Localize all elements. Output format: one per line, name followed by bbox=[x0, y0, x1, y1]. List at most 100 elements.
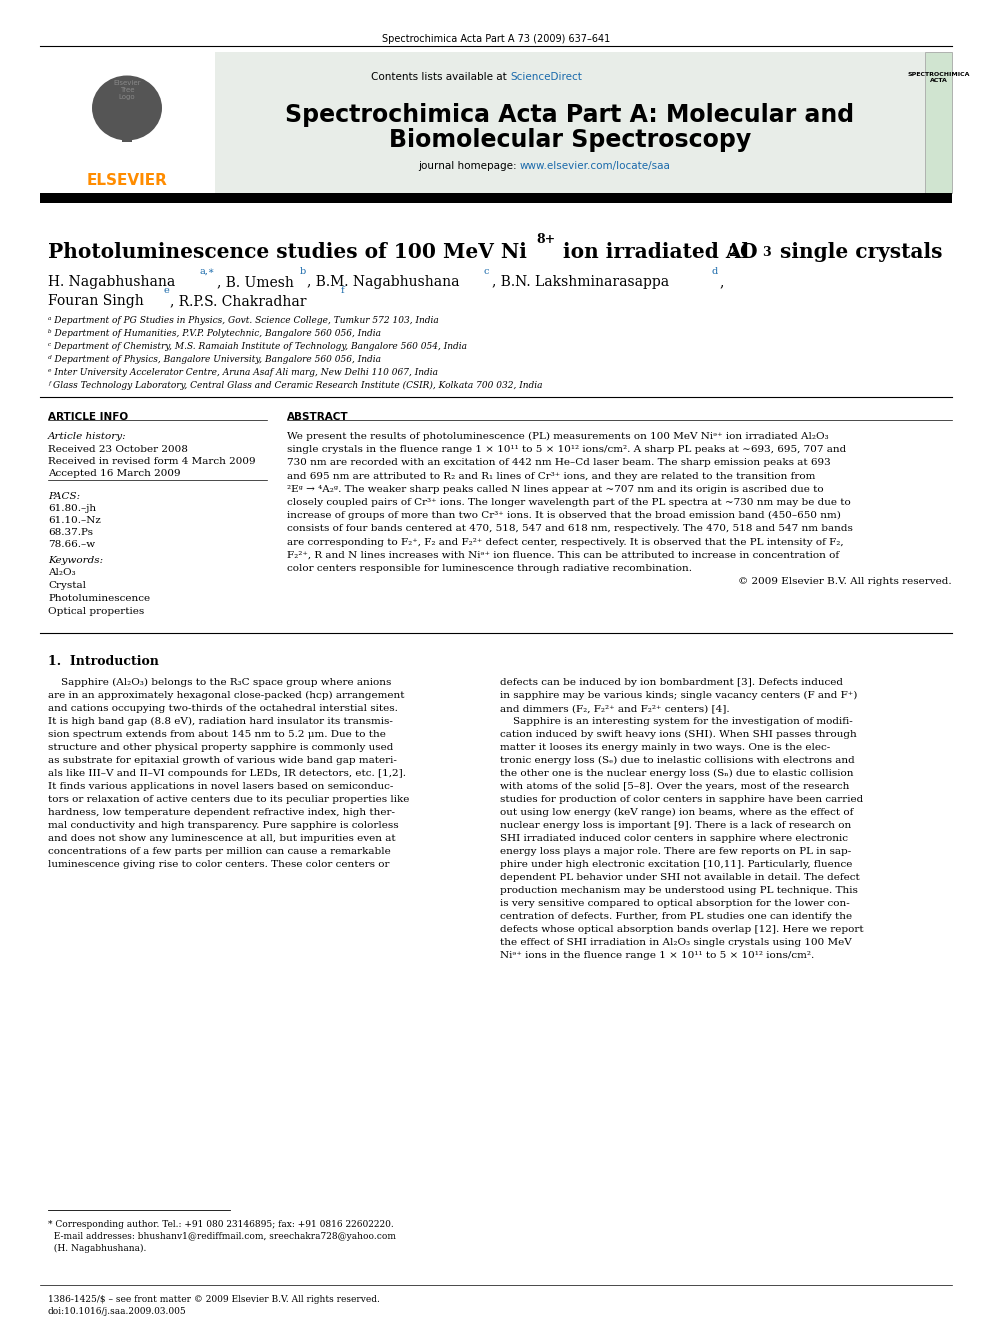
Bar bbox=[925, 52, 952, 193]
Text: ScienceDirect: ScienceDirect bbox=[510, 71, 582, 82]
Text: mal conductivity and high transparency. Pure sapphire is colorless: mal conductivity and high transparency. … bbox=[48, 822, 399, 830]
Text: PACS:: PACS: bbox=[48, 492, 80, 501]
Text: the effect of SHI irradiation in Al₂O₃ single crystals using 100 MeV: the effect of SHI irradiation in Al₂O₃ s… bbox=[500, 938, 852, 947]
Text: tors or relaxation of active centers due to its peculiar properties like: tors or relaxation of active centers due… bbox=[48, 795, 410, 804]
Text: single crystals in the fluence range 1 × 10¹¹ to 5 × 10¹² ions/cm². A sharp PL p: single crystals in the fluence range 1 ×… bbox=[287, 446, 846, 454]
Text: concentrations of a few parts per million can cause a remarkable: concentrations of a few parts per millio… bbox=[48, 847, 391, 856]
Text: , B.N. Lakshminarasappa: , B.N. Lakshminarasappa bbox=[492, 275, 670, 288]
Text: matter it looses its energy mainly in two ways. One is the elec-: matter it looses its energy mainly in tw… bbox=[500, 744, 830, 751]
Text: 3: 3 bbox=[762, 246, 771, 259]
Text: Fouran Singh: Fouran Singh bbox=[48, 294, 144, 308]
Text: with atoms of the solid [5–8]. Over the years, most of the research: with atoms of the solid [5–8]. Over the … bbox=[500, 782, 849, 791]
Text: ᵈ Department of Physics, Bangalore University, Bangalore 560 056, India: ᵈ Department of Physics, Bangalore Unive… bbox=[48, 355, 381, 364]
Text: ᵇ Department of Humanities, P.V.P. Polytechnic, Bangalore 560 056, India: ᵇ Department of Humanities, P.V.P. Polyt… bbox=[48, 329, 381, 337]
Text: (H. Nagabhushana).: (H. Nagabhushana). bbox=[48, 1244, 147, 1253]
Text: ARTICLE INFO: ARTICLE INFO bbox=[48, 411, 128, 422]
Text: single crystals: single crystals bbox=[773, 242, 942, 262]
Text: and 695 nm are attributed to R₂ and R₁ lines of Cr³⁺ ions, and they are related : and 695 nm are attributed to R₂ and R₁ l… bbox=[287, 471, 815, 480]
Text: ,: , bbox=[719, 275, 723, 288]
Text: 78.66.–w: 78.66.–w bbox=[48, 540, 95, 549]
Text: ᶜ Department of Chemistry, M.S. Ramaiah Institute of Technology, Bangalore 560 0: ᶜ Department of Chemistry, M.S. Ramaiah … bbox=[48, 343, 467, 351]
Text: E-mail addresses: bhushanv1@rediffmail.com, sreechakra728@yahoo.com: E-mail addresses: bhushanv1@rediffmail.c… bbox=[48, 1232, 396, 1241]
Text: Elsevier
Tree
Logo: Elsevier Tree Logo bbox=[113, 79, 141, 101]
Ellipse shape bbox=[92, 75, 162, 140]
Text: increase of groups of more than two Cr³⁺ ions. It is observed that the broad emi: increase of groups of more than two Cr³⁺… bbox=[287, 511, 841, 520]
Text: b: b bbox=[300, 267, 307, 277]
Text: SHI irradiated induced color centers in sapphire where electronic: SHI irradiated induced color centers in … bbox=[500, 833, 848, 843]
Text: e: e bbox=[163, 286, 169, 295]
Text: SPECTROCHIMICA
ACTA: SPECTROCHIMICA ACTA bbox=[908, 71, 970, 83]
Bar bbox=[215, 52, 925, 193]
Text: are in an approximately hexagonal close-packed (hcp) arrangement: are in an approximately hexagonal close-… bbox=[48, 691, 405, 700]
Text: a,∗: a,∗ bbox=[199, 267, 214, 277]
Text: consists of four bands centered at 470, 518, 547 and 618 nm, respectively. The 4: consists of four bands centered at 470, … bbox=[287, 524, 853, 533]
Text: cation induced by swift heavy ions (SHI). When SHI passes through: cation induced by swift heavy ions (SHI)… bbox=[500, 730, 857, 740]
Text: , B. Umesh: , B. Umesh bbox=[217, 275, 294, 288]
Text: and does not show any luminescence at all, but impurities even at: and does not show any luminescence at al… bbox=[48, 833, 396, 843]
Text: Received in revised form 4 March 2009: Received in revised form 4 March 2009 bbox=[48, 456, 256, 466]
Bar bbox=[40, 193, 952, 202]
Text: © 2009 Elsevier B.V. All rights reserved.: © 2009 Elsevier B.V. All rights reserved… bbox=[738, 577, 952, 586]
Text: structure and other physical property sapphire is commonly used: structure and other physical property sa… bbox=[48, 744, 394, 751]
Text: closely coupled pairs of Cr³⁺ ions. The longer wavelength part of the PL spectra: closely coupled pairs of Cr³⁺ ions. The … bbox=[287, 497, 851, 507]
Text: 1.  Introduction: 1. Introduction bbox=[48, 655, 159, 668]
Text: color centers responsible for luminescence through radiative recombination.: color centers responsible for luminescen… bbox=[287, 564, 692, 573]
Text: Crystal: Crystal bbox=[48, 581, 86, 590]
Text: is very sensitive compared to optical absorption for the lower con-: is very sensitive compared to optical ab… bbox=[500, 900, 850, 908]
Text: Biomolecular Spectroscopy: Biomolecular Spectroscopy bbox=[389, 128, 751, 152]
Text: ELSEVIER: ELSEVIER bbox=[86, 173, 168, 188]
Text: Optical properties: Optical properties bbox=[48, 607, 144, 617]
Text: , B.M. Nagabhushana: , B.M. Nagabhushana bbox=[307, 275, 459, 288]
Text: 2: 2 bbox=[728, 246, 737, 259]
Text: Niᵊ⁺ ions in the fluence range 1 × 10¹¹ to 5 × 10¹² ions/cm².: Niᵊ⁺ ions in the fluence range 1 × 10¹¹ … bbox=[500, 951, 814, 960]
Text: www.elsevier.com/locate/saa: www.elsevier.com/locate/saa bbox=[520, 161, 671, 171]
Text: d: d bbox=[711, 267, 717, 277]
Text: 730 nm are recorded with an excitation of 442 nm He–Cd laser beam. The sharp emi: 730 nm are recorded with an excitation o… bbox=[287, 458, 830, 467]
Text: out using low energy (keV range) ion beams, where as the effect of: out using low energy (keV range) ion bea… bbox=[500, 808, 853, 818]
Text: journal homepage:: journal homepage: bbox=[418, 161, 520, 171]
Text: Article history:: Article history: bbox=[48, 433, 127, 441]
Text: sion spectrum extends from about 145 nm to 5.2 μm. Due to the: sion spectrum extends from about 145 nm … bbox=[48, 730, 386, 740]
Text: ᵃ Department of PG Studies in Physics, Govt. Science College, Tumkur 572 103, In: ᵃ Department of PG Studies in Physics, G… bbox=[48, 316, 438, 325]
Text: Keywords:: Keywords: bbox=[48, 556, 103, 565]
Text: the other one is the nuclear energy loss (Sₙ) due to elastic collision: the other one is the nuclear energy loss… bbox=[500, 769, 853, 778]
Text: 61.10.–Nz: 61.10.–Nz bbox=[48, 516, 101, 525]
Text: , R.P.S. Chakradhar: , R.P.S. Chakradhar bbox=[170, 294, 307, 308]
Text: We present the results of photoluminescence (PL) measurements on 100 MeV Niᵊ⁺ io: We present the results of photoluminesce… bbox=[287, 433, 828, 441]
Text: production mechanism may be understood using PL technique. This: production mechanism may be understood u… bbox=[500, 886, 858, 894]
Text: H. Nagabhushana: H. Nagabhushana bbox=[48, 275, 176, 288]
Text: studies for production of color centers in sapphire have been carried: studies for production of color centers … bbox=[500, 795, 863, 804]
Text: O: O bbox=[739, 242, 757, 262]
Text: and dimmers (F₂, F₂²⁺ and F₂²⁺ centers) [4].: and dimmers (F₂, F₂²⁺ and F₂²⁺ centers) … bbox=[500, 704, 730, 713]
Text: nuclear energy loss is important [9]. There is a lack of research on: nuclear energy loss is important [9]. Th… bbox=[500, 822, 851, 830]
Text: 61.80.–jh: 61.80.–jh bbox=[48, 504, 96, 513]
Text: Sapphire (Al₂O₃) belongs to the R₃C space group where anions: Sapphire (Al₂O₃) belongs to the R₃C spac… bbox=[48, 677, 392, 687]
Bar bbox=[122, 116, 132, 142]
Text: phire under high electronic excitation [10,11]. Particularly, fluence: phire under high electronic excitation [… bbox=[500, 860, 852, 869]
Text: 68.37.Ps: 68.37.Ps bbox=[48, 528, 93, 537]
Text: Spectrochimica Acta Part A 73 (2009) 637–641: Spectrochimica Acta Part A 73 (2009) 637… bbox=[382, 34, 610, 44]
Text: ABSTRACT: ABSTRACT bbox=[287, 411, 348, 422]
Text: Al₂O₃: Al₂O₃ bbox=[48, 568, 75, 577]
Text: It finds various applications in novel lasers based on semiconduc-: It finds various applications in novel l… bbox=[48, 782, 394, 791]
Text: centration of defects. Further, from PL studies one can identify the: centration of defects. Further, from PL … bbox=[500, 912, 852, 921]
Text: ²Eᵍ → ⁴A₂ᵍ. The weaker sharp peaks called N lines appear at ~707 nm and its orig: ²Eᵍ → ⁴A₂ᵍ. The weaker sharp peaks calle… bbox=[287, 484, 823, 493]
Bar bbox=[40, 52, 215, 193]
Text: Received 23 October 2008: Received 23 October 2008 bbox=[48, 445, 187, 454]
Text: f: f bbox=[341, 286, 344, 295]
Text: ion irradiated Al: ion irradiated Al bbox=[556, 242, 749, 262]
Text: F₂²⁺, R and N lines increases with Niᵊ⁺ ion fluence. This can be attributed to i: F₂²⁺, R and N lines increases with Niᵊ⁺ … bbox=[287, 550, 839, 560]
Text: 1386-1425/$ – see front matter © 2009 Elsevier B.V. All rights reserved.: 1386-1425/$ – see front matter © 2009 El… bbox=[48, 1295, 380, 1304]
Text: It is high band gap (8.8 eV), radiation hard insulator its transmis-: It is high band gap (8.8 eV), radiation … bbox=[48, 717, 393, 726]
Text: tronic energy loss (Sₑ) due to inelastic collisions with electrons and: tronic energy loss (Sₑ) due to inelastic… bbox=[500, 755, 855, 765]
Text: Accepted 16 March 2009: Accepted 16 March 2009 bbox=[48, 468, 181, 478]
Text: 8+: 8+ bbox=[536, 233, 556, 246]
Text: Spectrochimica Acta Part A: Molecular and: Spectrochimica Acta Part A: Molecular an… bbox=[286, 103, 854, 127]
Text: energy loss plays a major role. There are few reports on PL in sap-: energy loss plays a major role. There ar… bbox=[500, 847, 851, 856]
Text: ᵉ Inter University Accelerator Centre, Aruna Asaf Ali marg, New Delhi 110 067, I: ᵉ Inter University Accelerator Centre, A… bbox=[48, 368, 438, 377]
Text: dependent PL behavior under SHI not available in detail. The defect: dependent PL behavior under SHI not avai… bbox=[500, 873, 860, 882]
Text: defects whose optical absorption bands overlap [12]. Here we report: defects whose optical absorption bands o… bbox=[500, 925, 864, 934]
Text: Photoluminescence studies of 100 MeV Ni: Photoluminescence studies of 100 MeV Ni bbox=[48, 242, 527, 262]
Text: defects can be induced by ion bombardment [3]. Defects induced: defects can be induced by ion bombardmen… bbox=[500, 677, 843, 687]
Text: and cations occupying two-thirds of the octahedral interstial sites.: and cations occupying two-thirds of the … bbox=[48, 704, 398, 713]
